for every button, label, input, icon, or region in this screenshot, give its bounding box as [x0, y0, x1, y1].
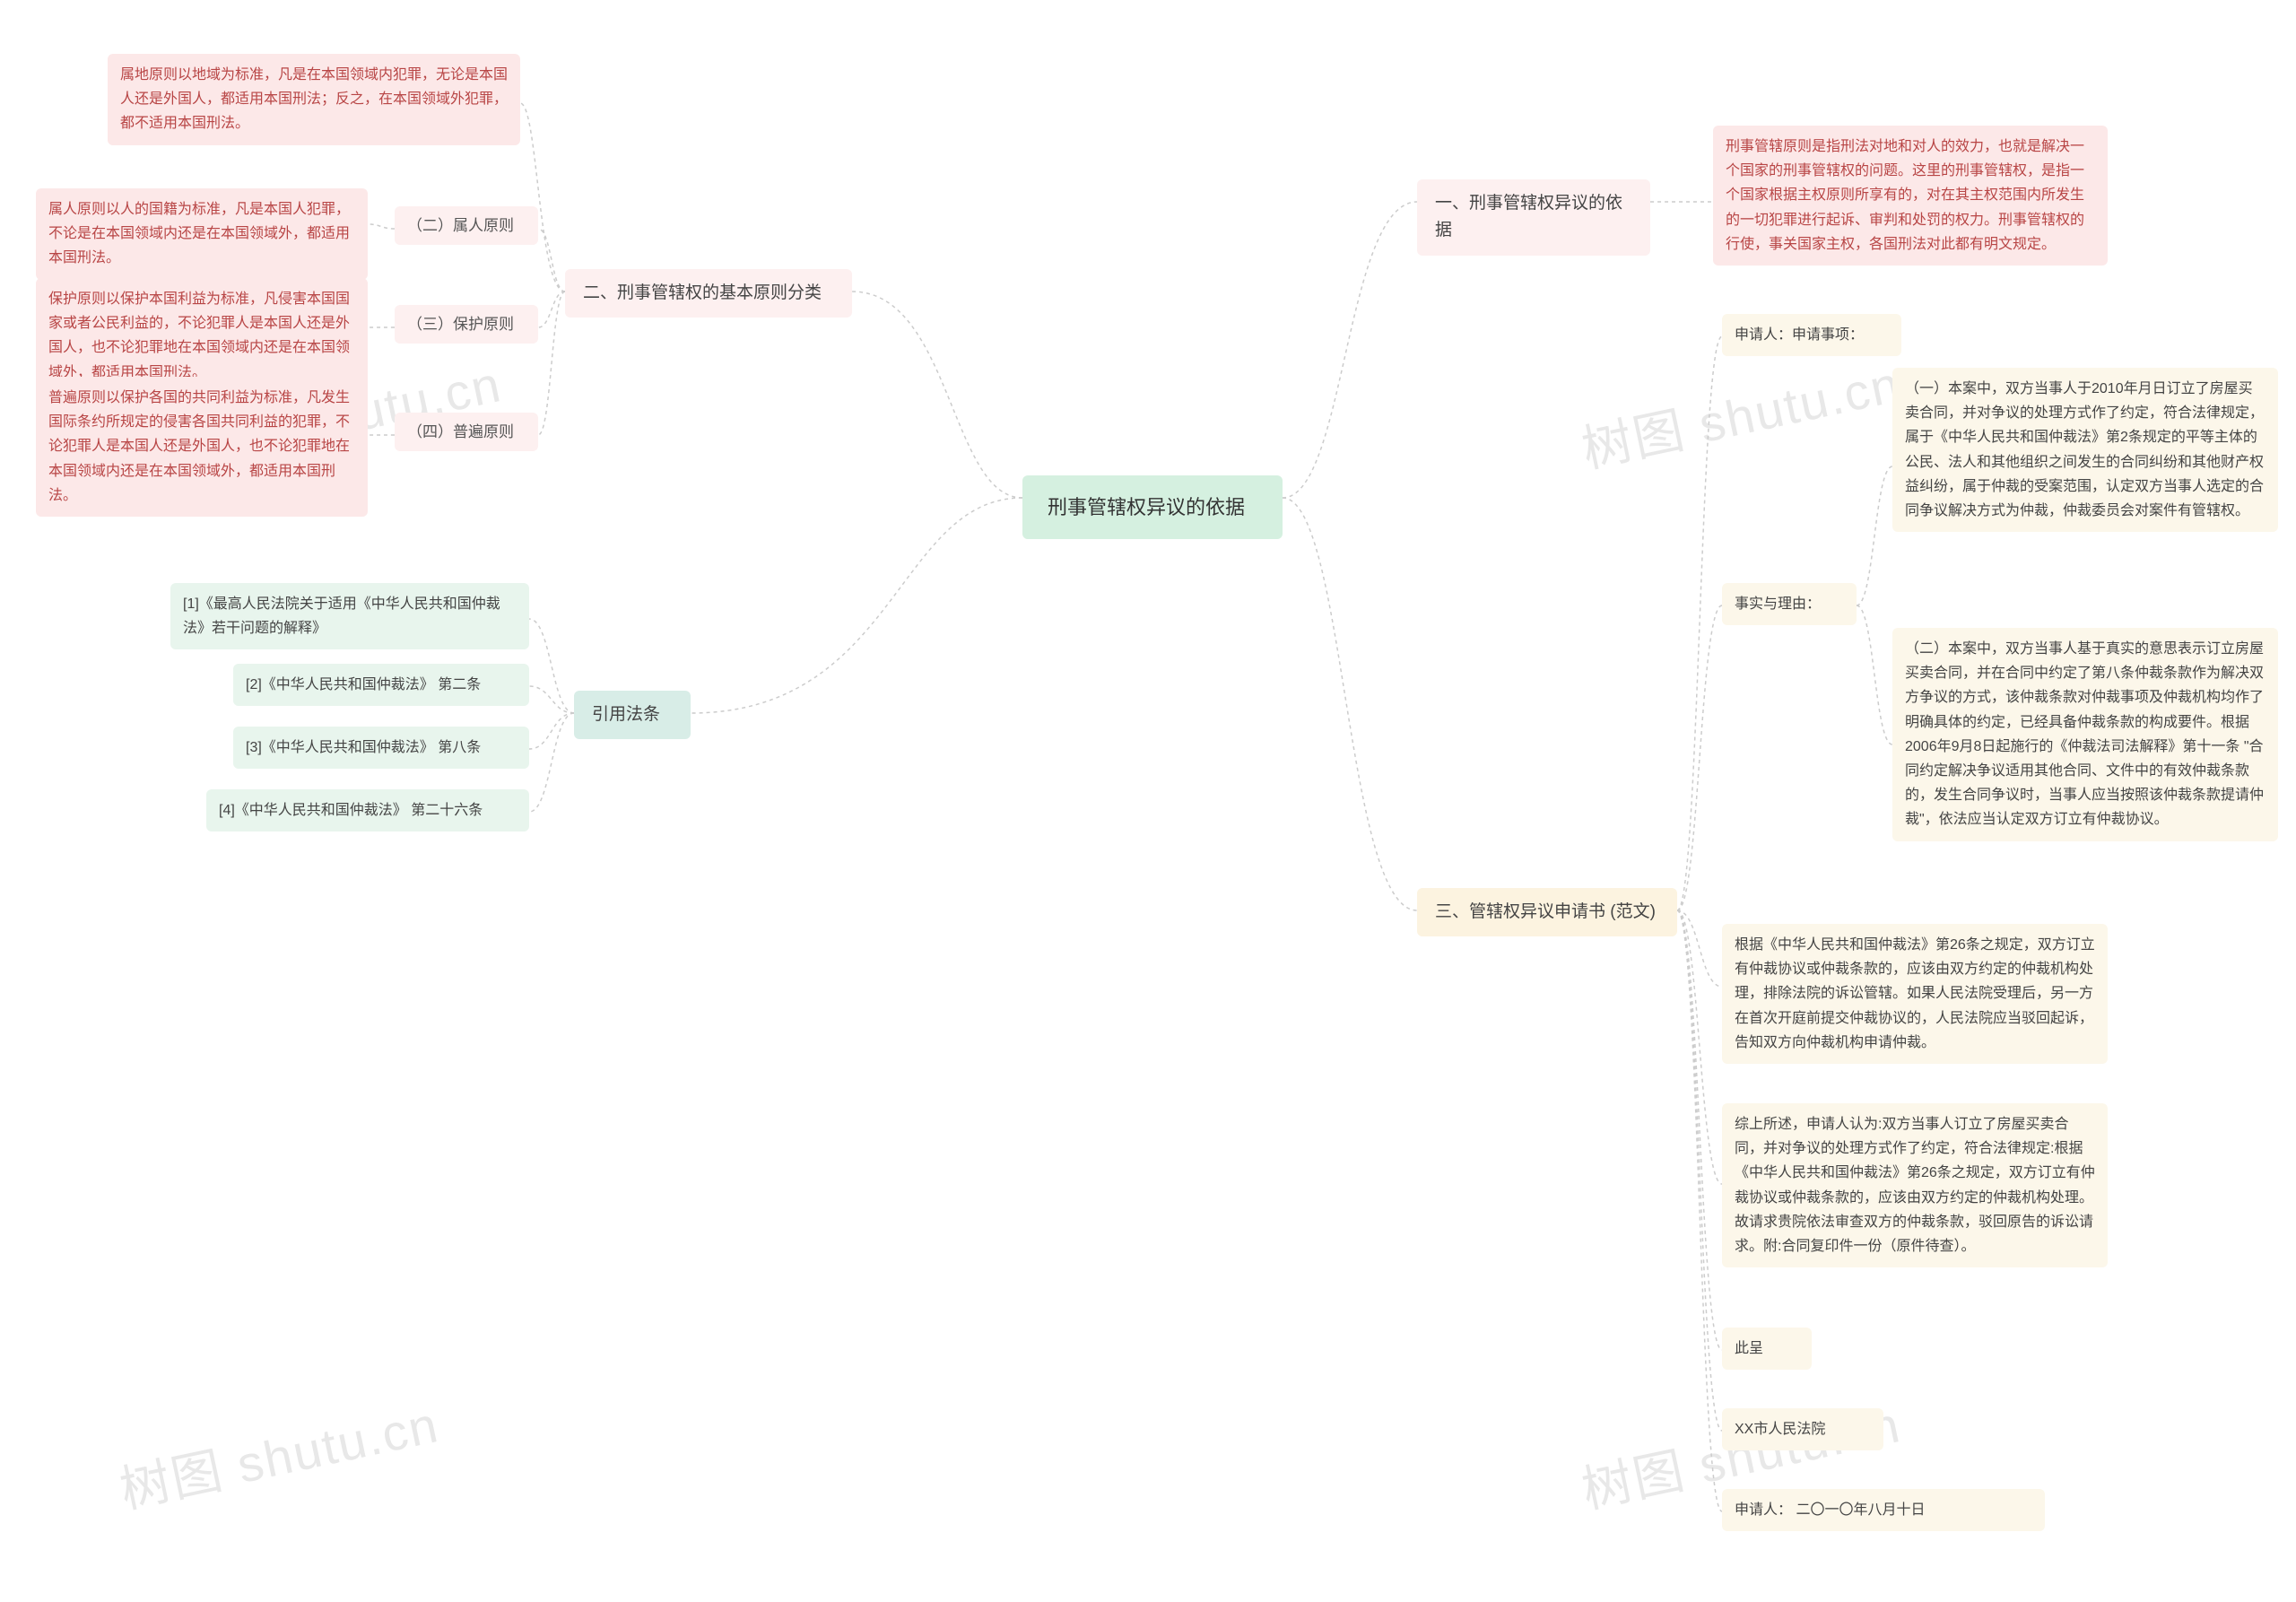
b3-child-2: 根据《中华人民共和国仲裁法》第26条之规定，双方订立有仲裁协议或仲裁条款的，应该… [1722, 924, 2108, 1064]
b2-child-3-detail: 普遍原则以保护各国的共同利益为标准，凡发生国际条约所规定的侵害各国共同利益的犯罪… [36, 377, 368, 517]
branch-b2[interactable]: 二、刑事管辖权的基本原则分类 [565, 269, 852, 318]
b4-ref-2: [3]《中华人民共和国仲裁法》 第八条 [233, 727, 529, 769]
b2-child-2-label[interactable]: （三）保护原则 [395, 305, 538, 344]
b3-child-6: 申请人： 二〇一〇年八月十日 [1722, 1489, 2045, 1531]
b4-ref-3: [4]《中华人民共和国仲裁法》 第二十六条 [206, 789, 529, 831]
b3-child-5: XX市人民法院 [1722, 1408, 1883, 1450]
b3-child-1: 事实与理由： [1722, 583, 1857, 625]
watermark: 树图 shutu.cn [113, 1384, 445, 1522]
center-node[interactable]: 刑事管辖权异议的依据 [1022, 475, 1283, 539]
b3-child-3: 综上所述，申请人认为:双方当事人订立了房屋买卖合同，并对争议的处理方式作了约定，… [1722, 1103, 2108, 1267]
watermark: 树图 shutu.cn [1575, 344, 1907, 482]
b2-child-1-detail: 属人原则以人的国籍为标准，凡是本国人犯罪，不论是在本国领域内还是在本国领域外，都… [36, 188, 368, 280]
b3-child-0: 申请人：申请事项： [1722, 314, 1901, 356]
b3-child-1-sub-0: （一）本案中，双方当事人于2010年月日订立了房屋买卖合同，并对争议的处理方式作… [1892, 368, 2278, 532]
b2-child-3-label[interactable]: （四）普遍原则 [395, 413, 538, 451]
branch-b1[interactable]: 一、刑事管辖权异议的依据 [1417, 179, 1650, 256]
b3-child-1-sub-1: （二）本案中，双方当事人基于真实的意思表示订立房屋买卖合同，并在合同中约定了第八… [1892, 628, 2278, 841]
b1-detail: 刑事管辖原则是指刑法对地和对人的效力，也就是解决一个国家的刑事管辖权的问题。这里… [1713, 126, 2108, 266]
branch-b3[interactable]: 三、管辖权异议申请书 (范文) [1417, 888, 1677, 936]
branch-b4[interactable]: 引用法条 [574, 691, 691, 739]
b4-ref-1: [2]《中华人民共和国仲裁法》 第二条 [233, 664, 529, 706]
b2-child-0: 属地原则以地域为标准，凡是在本国领域内犯罪，无论是本国人还是外国人，都适用本国刑… [108, 54, 520, 145]
b4-ref-0: [1]《最高人民法院关于适用《中华人民共和国仲裁法》若干问题的解释》 [170, 583, 529, 649]
b3-child-4: 此呈 [1722, 1328, 1812, 1370]
b2-child-1-label[interactable]: （二）属人原则 [395, 206, 538, 245]
